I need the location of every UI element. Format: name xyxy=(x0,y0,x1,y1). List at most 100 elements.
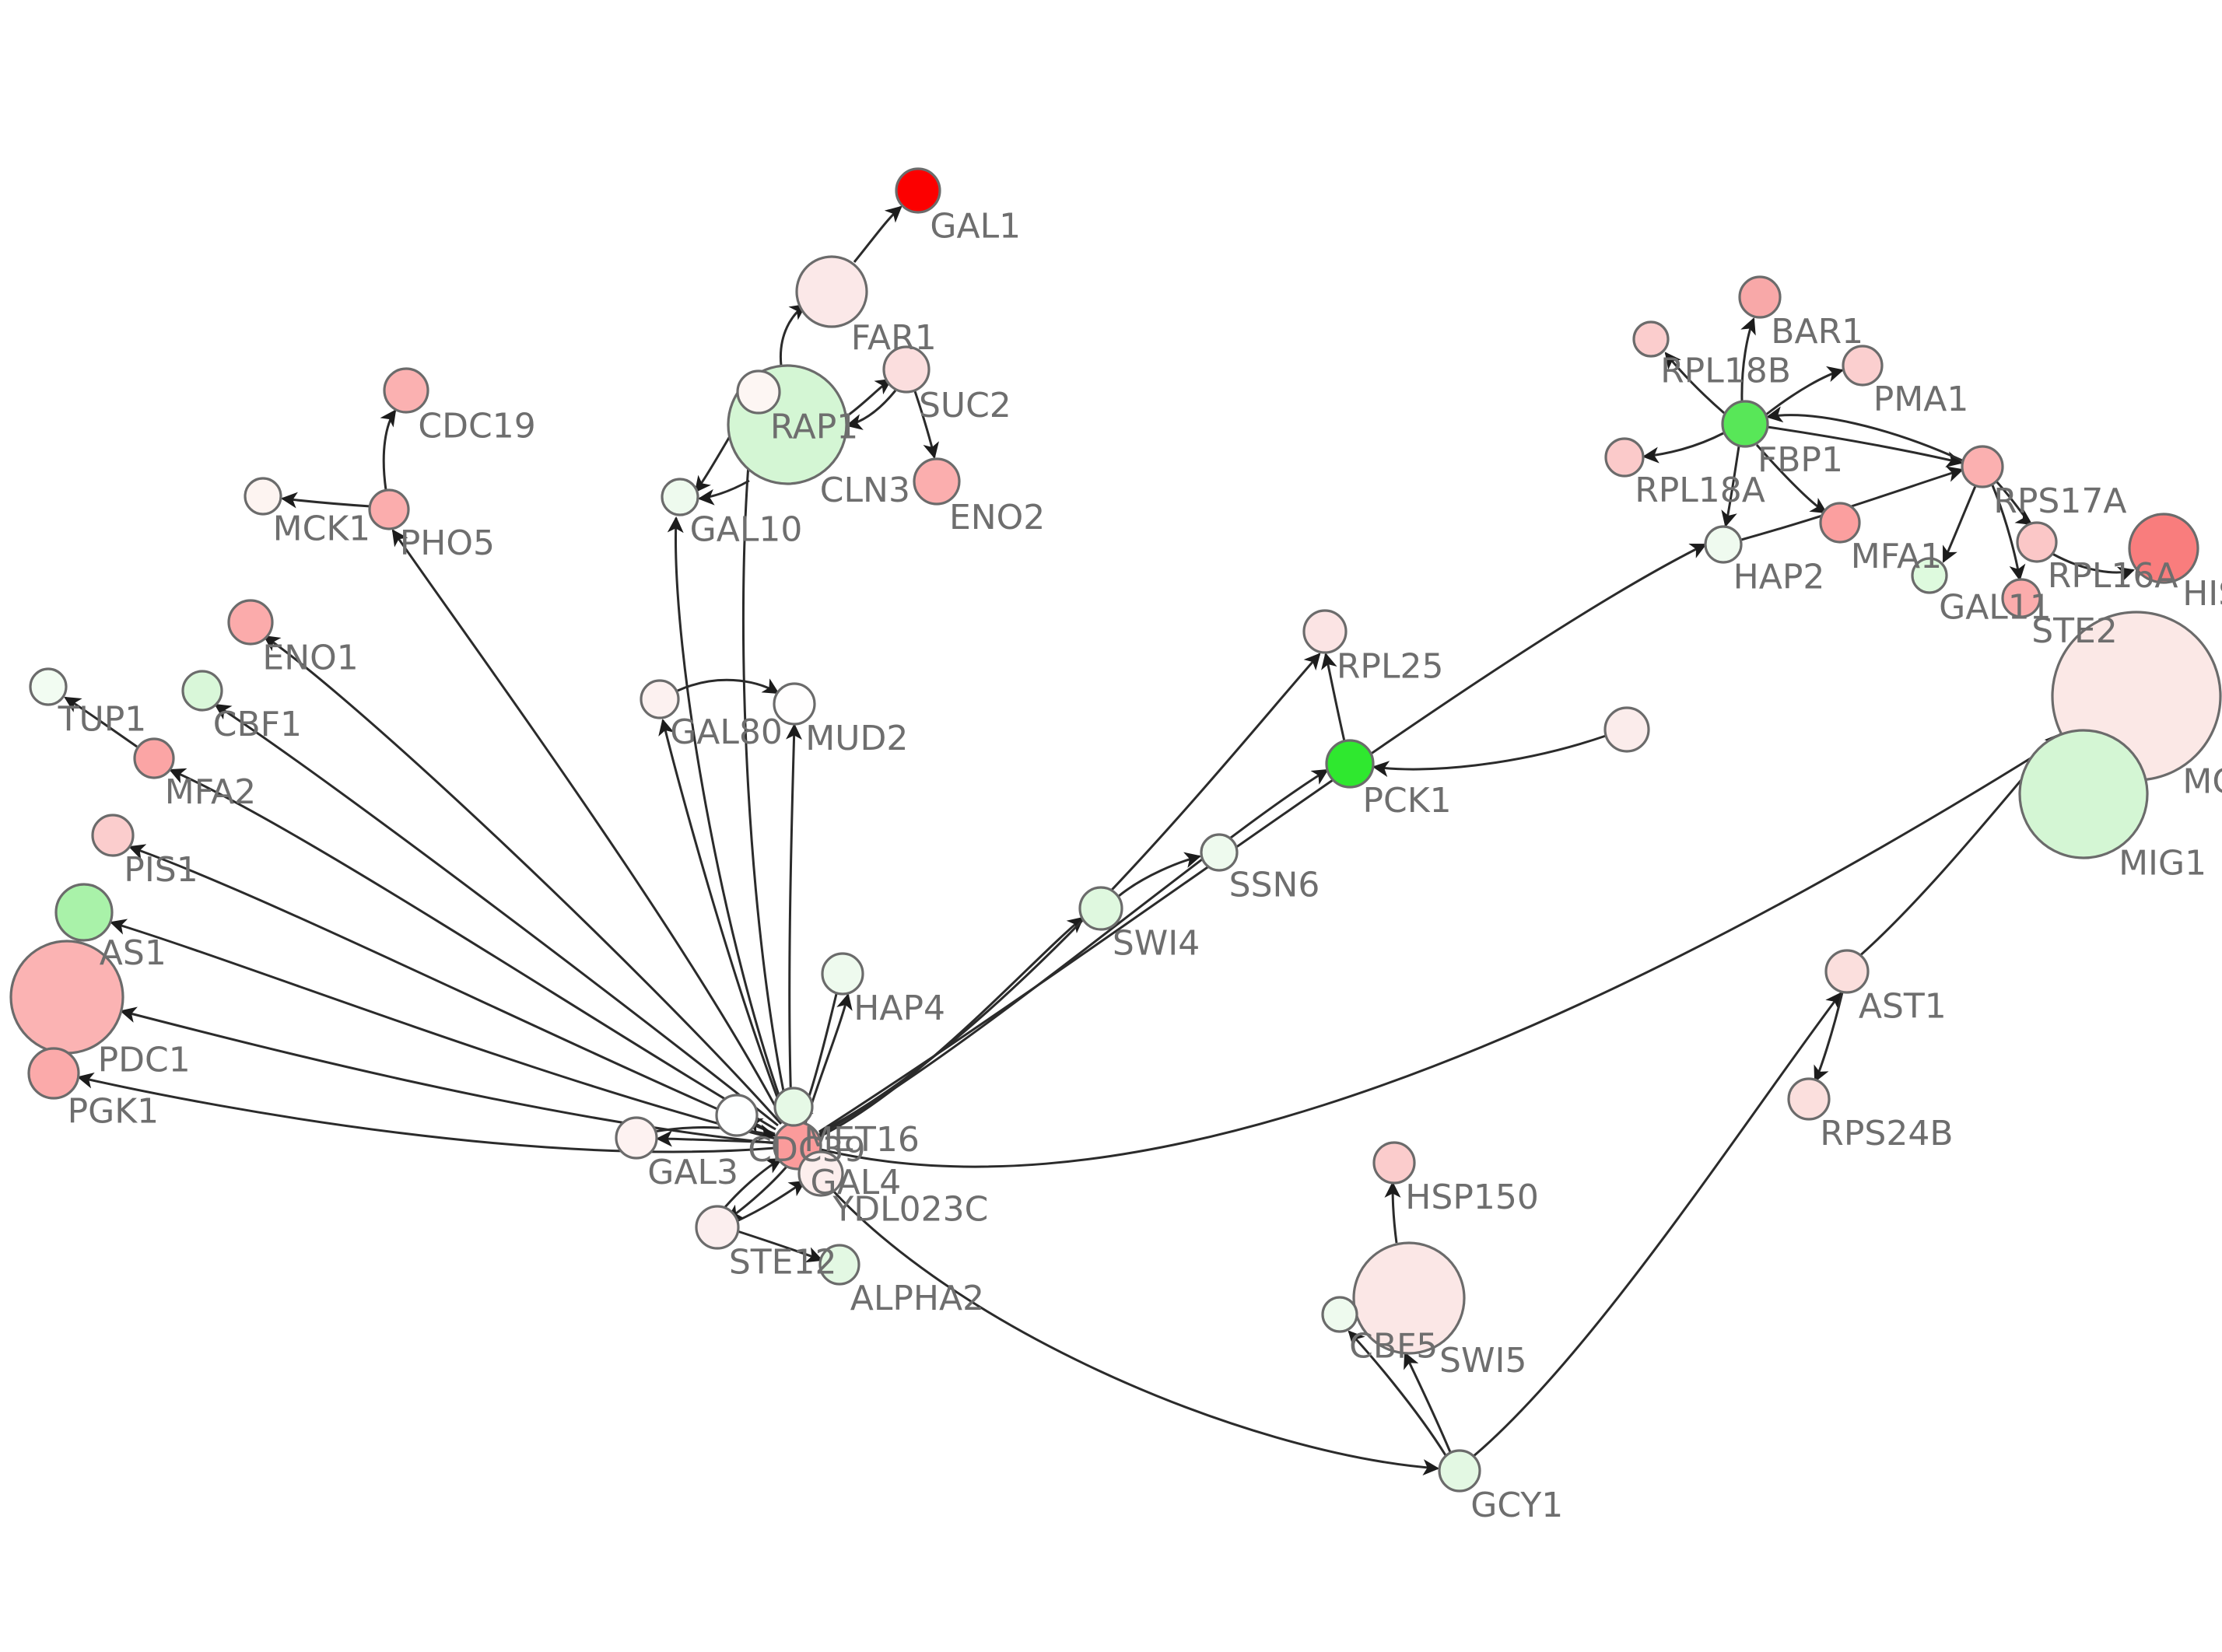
gene-node-unlab1[interactable] xyxy=(1603,706,1650,753)
network-edge xyxy=(1404,1352,1452,1453)
gene-node-label-mud2: MUD2 xyxy=(805,719,908,758)
gene-node-gal11[interactable] xyxy=(1911,557,1948,594)
gene-node-label-pis1: PIS1 xyxy=(124,850,198,890)
gene-node-ssn6[interactable] xyxy=(1200,833,1239,872)
gene-node-label-rpl25: RPL25 xyxy=(1337,647,1444,687)
gene-node-label-gal80: GAL80 xyxy=(670,712,783,752)
network-edge xyxy=(391,529,786,1124)
gene-node-gcy1[interactable] xyxy=(1438,1449,1481,1493)
gene-node-label-his4: HIS4 xyxy=(2182,574,2222,614)
gene-node-label-gal1: GAL1 xyxy=(930,206,1021,246)
gene-node-tup1[interactable] xyxy=(29,667,68,706)
gene-node-label-ste12: STE12 xyxy=(729,1243,837,1283)
gene-node-ste12[interactable] xyxy=(695,1205,740,1250)
network-edge xyxy=(724,1157,783,1208)
gene-node-label-mcm1: MCM1 xyxy=(2182,761,2222,801)
gene-node-pho5[interactable] xyxy=(368,488,410,530)
gene-node-label-far1: FAR1 xyxy=(851,318,937,358)
gene-node-label-fbp1: FBP1 xyxy=(1758,440,1843,480)
network-edge xyxy=(658,718,789,1125)
network-edge xyxy=(1348,1330,1447,1456)
gene-node-cbf1[interactable] xyxy=(181,670,223,712)
gene-node-cdc19[interactable] xyxy=(383,367,429,414)
gene-node-gal1[interactable] xyxy=(895,167,941,214)
gene-node-bar1[interactable] xyxy=(1738,275,1782,319)
network-edge xyxy=(280,492,371,509)
gene-node-rpl25[interactable] xyxy=(1302,609,1348,654)
network-edge xyxy=(1642,432,1724,464)
gene-node-label-gal11: GAL11 xyxy=(1939,588,2052,628)
network-edge xyxy=(1472,992,1842,1458)
network-edge xyxy=(109,919,776,1140)
gene-node-label-rap1: RAP1 xyxy=(770,408,858,447)
network-edge xyxy=(263,635,783,1125)
gene-node-alpha2[interactable] xyxy=(818,1244,860,1286)
gene-node-ast1[interactable] xyxy=(1824,949,1870,994)
gene-node-rpl18b[interactable] xyxy=(1632,320,1670,358)
edge-layer xyxy=(64,205,2136,1476)
gene-node-rps17a[interactable] xyxy=(1961,445,2004,488)
gene-node-far1[interactable] xyxy=(795,255,868,328)
gene-node-hap2[interactable] xyxy=(1704,525,1743,564)
gene-node-label-rpl18a: RPL18A xyxy=(1635,471,1765,510)
gene-node-label-ssn6: SSN6 xyxy=(1229,865,1320,905)
gene-node-pma1[interactable] xyxy=(1842,345,1884,387)
network-edge xyxy=(1740,317,1756,402)
network-edge xyxy=(818,916,1085,1139)
gene-node-cbf5[interactable] xyxy=(1321,1296,1358,1333)
gene-node-mck1[interactable] xyxy=(244,477,282,516)
gene-node-pck1[interactable] xyxy=(1325,739,1375,789)
gene-node-pgk1[interactable] xyxy=(27,1047,80,1100)
gene-node-hsp150[interactable] xyxy=(1372,1141,1416,1185)
gene-node-label-hap2: HAP2 xyxy=(1733,557,1825,597)
network-edge xyxy=(1767,425,1964,467)
gene-node-label-ast1: AST1 xyxy=(1859,987,1947,1027)
gene-node-pis1[interactable] xyxy=(91,814,135,857)
gene-node-rpl16a[interactable] xyxy=(2016,521,2058,563)
gene-node-hap4[interactable] xyxy=(821,952,864,996)
gene-node-mig1[interactable] xyxy=(2018,729,2149,859)
gene-node-gal3[interactable] xyxy=(615,1116,658,1160)
network-edge xyxy=(779,303,807,366)
gene-node-ydl023c[interactable] xyxy=(797,1150,844,1197)
gene-node-eno1[interactable] xyxy=(227,599,274,646)
gene-node-suc2[interactable] xyxy=(882,345,931,394)
network-edge xyxy=(737,1230,823,1263)
gene-node-swi4[interactable] xyxy=(1078,886,1123,931)
gene-node-mfa1[interactable] xyxy=(1819,502,1861,544)
gene-node-eno2[interactable] xyxy=(913,457,961,506)
network-edge xyxy=(1814,992,1844,1083)
network-edge xyxy=(913,390,939,460)
network-edge xyxy=(808,1162,1440,1476)
network-edge xyxy=(1991,485,2026,582)
gene-node-label-mfa2: MFA2 xyxy=(165,772,256,812)
gene-node-met16[interactable] xyxy=(773,1087,814,1127)
gene-node-as1[interactable] xyxy=(54,883,114,942)
network-edge xyxy=(380,409,397,491)
network-edge xyxy=(1321,652,1346,742)
gene-node-mud2[interactable] xyxy=(773,682,816,726)
gene-node-label-cbf1: CBF1 xyxy=(213,705,302,744)
gene-node-label-hap4: HAP4 xyxy=(853,989,945,1028)
gene-node-cdc39[interactable] xyxy=(715,1094,759,1137)
gene-node-fbp1[interactable] xyxy=(1721,400,1769,448)
gene-node-label-pdc1: PDC1 xyxy=(98,1041,191,1080)
network-edge xyxy=(1384,1181,1401,1244)
network-edge xyxy=(667,516,790,1124)
gene-node-label-gal3: GAL3 xyxy=(647,1153,738,1192)
gene-node-rap1[interactable] xyxy=(736,369,781,415)
gene-node-rps24b[interactable] xyxy=(1787,1077,1831,1121)
gene-node-label-gal4: GAL4 xyxy=(811,1163,902,1202)
gene-node-rpl18a[interactable] xyxy=(1604,437,1645,478)
gene-node-ste2[interactable] xyxy=(2001,578,2042,618)
gene-node-his4[interactable] xyxy=(2128,513,2199,584)
gene-node-swi5[interactable] xyxy=(1352,1241,1466,1355)
gene-node-gal10[interactable] xyxy=(661,478,699,516)
network-edge xyxy=(697,479,750,506)
network-edge xyxy=(1372,734,1607,778)
gene-node-mfa2[interactable] xyxy=(133,737,175,779)
gene-node-gal80[interactable] xyxy=(640,679,680,719)
gene-node-label-pck1: PCK1 xyxy=(1363,781,1452,821)
network-edge xyxy=(786,723,803,1124)
gene-node-label-pgk1: PGK1 xyxy=(68,1092,159,1132)
